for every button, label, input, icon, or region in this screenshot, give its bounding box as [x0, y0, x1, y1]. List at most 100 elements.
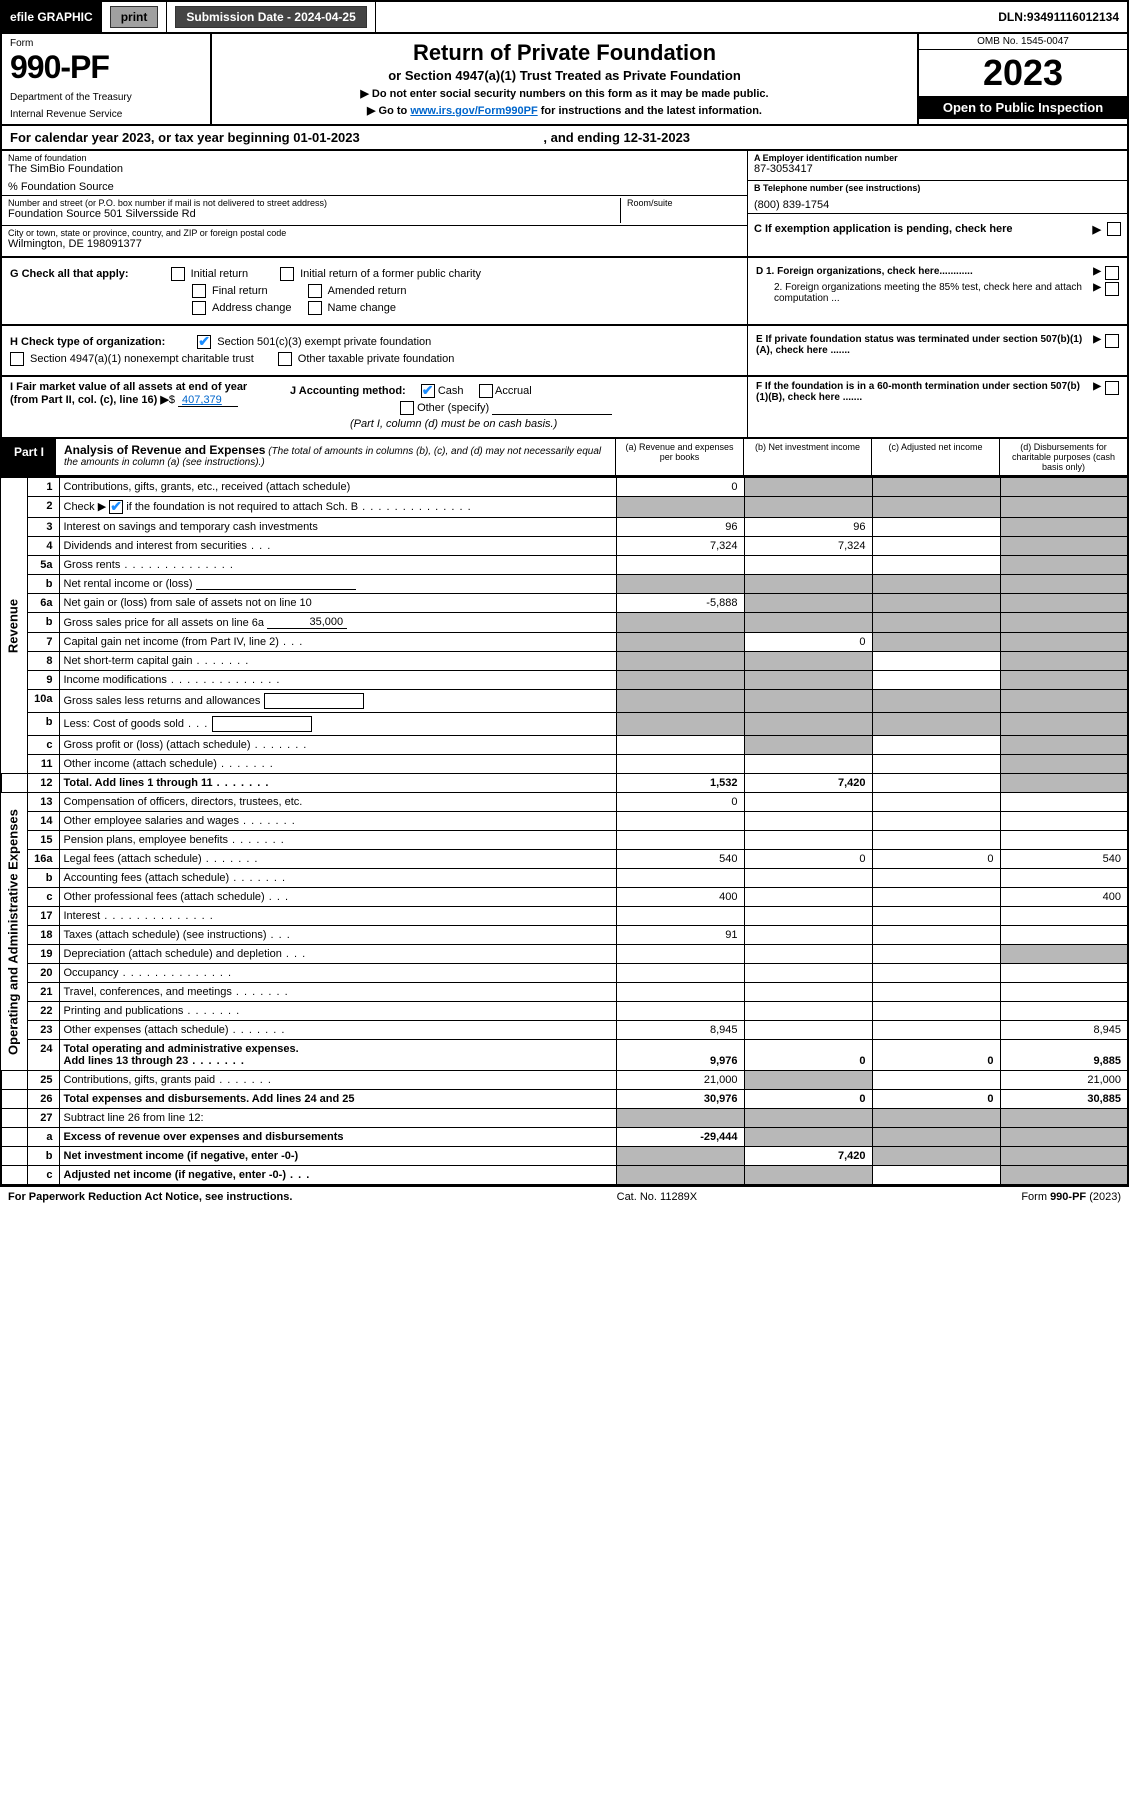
tel-row: B Telephone number (see instructions) (8…: [748, 181, 1127, 214]
g-row: G Check all that apply: Initial return I…: [10, 267, 739, 281]
info-block: Name of foundation The SimBio Foundation…: [0, 151, 1129, 258]
note-2: ▶ Go to www.irs.gov/Form990PF for instru…: [222, 104, 907, 117]
lines-table: Revenue 1 Contributions, gifts, grants, …: [0, 477, 1129, 1186]
table-row: aExcess of revenue over expenses and dis…: [1, 1128, 1128, 1147]
checkbox-initial-former[interactable]: [280, 267, 294, 281]
f-block: F If the foundation is in a 60-month ter…: [747, 377, 1127, 437]
checkbox-final[interactable]: [192, 284, 206, 298]
part1-tab: Part I: [2, 439, 56, 475]
checkbox-e[interactable]: [1105, 334, 1119, 348]
checkbox-501c3[interactable]: [197, 335, 211, 349]
top-bar: efile GRAPHIC print Submission Date - 20…: [0, 0, 1129, 34]
dln: DLN: 93491116012134: [990, 2, 1127, 32]
footer-right: Form 990-PF (2023): [1021, 1191, 1121, 1203]
footer-center: Cat. No. 11289X: [617, 1191, 698, 1203]
table-row: 5aGross rents: [1, 556, 1128, 575]
hdr-left: Form 990-PF Department of the Treasury I…: [2, 34, 212, 124]
note-1: ▶ Do not enter social security numbers o…: [222, 87, 907, 100]
checkbox-f[interactable]: [1105, 381, 1119, 395]
table-row: cOther professional fees (attach schedul…: [1, 888, 1128, 907]
checkbox-cash[interactable]: [421, 384, 435, 398]
table-row: Revenue 1 Contributions, gifts, grants, …: [1, 478, 1128, 497]
table-row: 18Taxes (attach schedule) (see instructi…: [1, 926, 1128, 945]
table-row: bNet rental income or (loss): [1, 575, 1128, 594]
table-row: 10aGross sales less returns and allowanc…: [1, 690, 1128, 713]
checkbox-d1[interactable]: [1105, 266, 1119, 280]
foundation-name-row: Name of foundation The SimBio Foundation…: [2, 151, 747, 196]
form-link[interactable]: www.irs.gov/Form990PF: [410, 105, 537, 117]
table-row: bLess: Cost of goods sold: [1, 713, 1128, 736]
checkbox-other-method[interactable]: [400, 401, 414, 415]
irs: Internal Revenue Service: [10, 109, 202, 120]
h-row: H Check type of organization: Section 50…: [10, 335, 739, 349]
table-row: 24Total operating and administrative exp…: [1, 1040, 1128, 1071]
table-row: 22Printing and publications: [1, 1002, 1128, 1021]
table-row: 15Pension plans, employee benefits: [1, 831, 1128, 850]
checkbox-c[interactable]: [1107, 222, 1121, 236]
g-block: G Check all that apply: Initial return I…: [0, 258, 1129, 326]
table-row: 11Other income (attach schedule): [1, 755, 1128, 774]
e-block: E If private foundation status was termi…: [747, 326, 1127, 375]
checkbox-initial[interactable]: [171, 267, 185, 281]
table-row: cGross profit or (loss) (attach schedule…: [1, 736, 1128, 755]
omb: OMB No. 1545-0047: [919, 34, 1127, 50]
table-row: 19Depreciation (attach schedule) and dep…: [1, 945, 1128, 964]
info-right: A Employer identification number 87-3053…: [747, 151, 1127, 256]
checkbox-accrual[interactable]: [479, 384, 493, 398]
table-row: 17Interest: [1, 907, 1128, 926]
footer: For Paperwork Reduction Act Notice, see …: [0, 1186, 1129, 1207]
table-row: 12Total. Add lines 1 through 11 1,5327,4…: [1, 774, 1128, 793]
table-row: Operating and Administrative Expenses 13…: [1, 793, 1128, 812]
ein-row: A Employer identification number 87-3053…: [748, 151, 1127, 181]
submission-date-button[interactable]: Submission Date - 2024-04-25: [175, 6, 366, 28]
d-block: D 1. Foreign organizations, check here..…: [747, 258, 1127, 324]
table-row: 4Dividends and interest from securities …: [1, 537, 1128, 556]
checkbox-schb[interactable]: [109, 500, 123, 514]
tax-year: 2023: [919, 50, 1127, 96]
ij-block: I Fair market value of all assets at end…: [0, 377, 1129, 439]
checkbox-amended[interactable]: [308, 284, 322, 298]
part1-desc: Analysis of Revenue and Expenses (The to…: [56, 439, 615, 475]
dept: Department of the Treasury: [10, 92, 202, 103]
h-left: H Check type of organization: Section 50…: [2, 326, 747, 375]
table-row: 14Other employee salaries and wages: [1, 812, 1128, 831]
table-row: bNet investment income (if negative, ent…: [1, 1147, 1128, 1166]
calendar-year: For calendar year 2023, or tax year begi…: [0, 126, 1129, 151]
table-row: 26Total expenses and disbursements. Add …: [1, 1090, 1128, 1109]
col-headers: (a) Revenue and expenses per books (b) N…: [615, 439, 1127, 475]
form-header: Form 990-PF Department of the Treasury I…: [0, 34, 1129, 126]
table-row: 6aNet gain or (loss) from sale of assets…: [1, 594, 1128, 613]
form-title: Return of Private Foundation: [222, 40, 907, 66]
form-subtitle: or Section 4947(a)(1) Trust Treated as P…: [222, 68, 907, 83]
h-block: H Check type of organization: Section 50…: [0, 326, 1129, 377]
hdr-center: Return of Private Foundation or Section …: [212, 34, 917, 124]
part1-header: Part I Analysis of Revenue and Expenses …: [0, 439, 1129, 477]
col-d-hdr: (d) Disbursements for charitable purpose…: [999, 439, 1127, 475]
print-button[interactable]: print: [110, 6, 159, 28]
form-label: Form: [10, 38, 202, 49]
table-row: 2 Check ▶ if the foundation is not requi…: [1, 497, 1128, 518]
fmv-link[interactable]: 407,379: [178, 394, 238, 407]
submission-date-cell: Submission Date - 2024-04-25: [167, 2, 375, 32]
table-row: 25Contributions, gifts, grants paid 21,0…: [1, 1071, 1128, 1090]
table-row: 21Travel, conferences, and meetings: [1, 983, 1128, 1002]
col-c-hdr: (c) Adjusted net income: [871, 439, 999, 475]
col-b-hdr: (b) Net investment income: [743, 439, 871, 475]
table-row: 27Subtract line 26 from line 12:: [1, 1109, 1128, 1128]
hdr-right: OMB No. 1545-0047 2023 Open to Public In…: [917, 34, 1127, 124]
table-row: bGross sales price for all assets on lin…: [1, 613, 1128, 633]
ij-left: I Fair market value of all assets at end…: [2, 377, 747, 437]
checkbox-name[interactable]: [308, 301, 322, 315]
checkbox-other-taxable[interactable]: [278, 352, 292, 366]
checkbox-d2[interactable]: [1105, 282, 1119, 296]
open-inspection: Open to Public Inspection: [919, 96, 1127, 119]
efile-label: efile GRAPHIC: [2, 2, 102, 32]
footer-left: For Paperwork Reduction Act Notice, see …: [8, 1191, 292, 1203]
checkbox-address[interactable]: [192, 301, 206, 315]
table-row: 9Income modifications: [1, 671, 1128, 690]
table-row: 16aLegal fees (attach schedule) 54000540: [1, 850, 1128, 869]
print-cell: print: [102, 2, 168, 32]
table-row: cAdjusted net income (if negative, enter…: [1, 1166, 1128, 1186]
checkbox-4947[interactable]: [10, 352, 24, 366]
table-row: 7Capital gain net income (from Part IV, …: [1, 633, 1128, 652]
